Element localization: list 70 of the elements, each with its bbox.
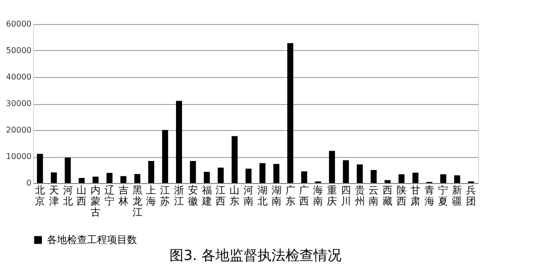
y-tick-label: 40000	[6, 72, 32, 82]
x-tick-label: 陕西	[396, 184, 407, 208]
bar	[148, 161, 154, 183]
x-tick-label: 西藏	[382, 186, 393, 208]
bar	[204, 172, 210, 183]
bar	[218, 168, 224, 183]
bar	[64, 158, 71, 183]
bar	[78, 178, 85, 183]
x-tick-label: 天津	[48, 186, 59, 208]
bar	[134, 174, 140, 183]
bar	[398, 174, 405, 183]
y-tick-label: 30000	[6, 99, 32, 108]
bar	[440, 174, 446, 183]
x-tick-label: 上海	[146, 184, 156, 208]
bar	[356, 164, 363, 183]
bar	[246, 168, 252, 183]
x-tick-label: 山东	[230, 184, 240, 208]
x-tick-label: 云南	[368, 186, 379, 208]
x-tick-label: 黑龙江	[132, 186, 142, 218]
bar	[370, 170, 377, 183]
x-tick-label: 河南	[244, 184, 254, 208]
bar	[92, 176, 99, 183]
x-tick-label: 兵团	[466, 184, 476, 208]
x-tick-label: 重庆	[326, 184, 337, 208]
y-tick-label: 60000	[6, 20, 32, 28]
x-tick-label: 海南	[313, 184, 324, 208]
y-tick-label: 20000	[6, 126, 32, 134]
x-tick-label: 贵州	[354, 184, 365, 208]
bar	[232, 136, 238, 183]
bar	[412, 172, 418, 183]
x-tick-label: 湖北	[257, 184, 268, 208]
bar	[273, 164, 280, 183]
x-tick-label: 江西	[216, 184, 226, 208]
x-tick-label: 浙江	[174, 184, 184, 208]
x-tick-label: 青海	[424, 184, 434, 208]
bar	[301, 171, 308, 183]
x-tick-label: 北京	[34, 184, 45, 208]
x-tick-label: 辽宁	[104, 184, 114, 208]
y-tick-label: 10000	[6, 152, 32, 161]
x-tick-label: 宁夏	[438, 184, 448, 208]
bar	[176, 100, 182, 183]
x-tick-label: 山西	[76, 184, 87, 208]
y-tick-label: 50000	[6, 46, 32, 55]
x-tick-label: 河北	[62, 184, 73, 208]
text: 图3. 各地监督执法检查情况	[170, 248, 342, 264]
bar	[36, 154, 43, 183]
bar	[190, 161, 196, 183]
bar	[50, 172, 57, 183]
bar	[342, 160, 349, 183]
x-tick-label: 安徽	[188, 184, 198, 208]
x-tick-label: 四川	[340, 186, 351, 208]
bar	[120, 176, 126, 183]
bar	[384, 180, 391, 183]
legend-label: 各地检查工程项目数	[47, 234, 137, 246]
x-tick-label: 江苏	[160, 184, 170, 208]
x-tick-label: 广东	[285, 184, 296, 208]
bar	[106, 172, 112, 183]
x-tick-label: 内蒙古	[90, 184, 101, 218]
x-tick-label: 广西	[299, 184, 310, 208]
x-tick-label: 福建	[200, 184, 212, 208]
bar	[328, 150, 335, 183]
bar	[454, 175, 460, 183]
x-tick-label: 甘肃	[410, 184, 420, 208]
y-tick-label: 0	[26, 178, 32, 188]
bar	[287, 43, 294, 183]
x-tick-label: 吉林	[117, 184, 128, 208]
x-tick-label: 湖南	[271, 184, 282, 208]
bar	[162, 130, 168, 183]
x-tick-label: 新疆	[452, 184, 462, 208]
bar	[259, 163, 266, 183]
